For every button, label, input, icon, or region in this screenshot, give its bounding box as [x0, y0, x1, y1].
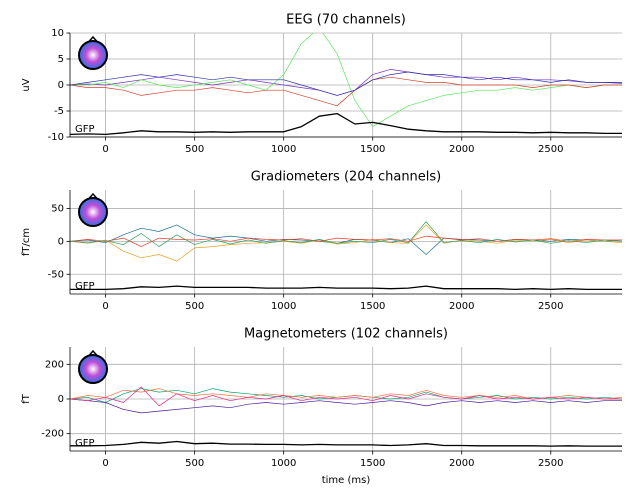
traces [70, 33, 622, 136]
y-axis-label: fT [21, 393, 32, 404]
sensor-head-nose [88, 192, 98, 199]
channel-line [70, 71, 622, 96]
traces [70, 221, 622, 291]
panel: Gradiometers (204 channels)fT/cm0 500 1000… [21, 170, 622, 312]
panel: EEG (70 channels) uV 0 500 1000 1500 2000 2500 -… [21, 13, 622, 155]
y-tick-label: 10 [51, 28, 64, 39]
x-tick-label: 1500 [360, 144, 385, 155]
x-tick-label: 1000 [271, 301, 296, 312]
gfp-label: GFP [75, 281, 95, 292]
chart-title: EEG (70 channels) [286, 13, 406, 28]
sensor-head-icon [78, 354, 108, 384]
x-tick-label: 2500 [538, 458, 563, 469]
x-tick-label: 1000 [271, 458, 296, 469]
y-axis-label: fT/cm [21, 228, 32, 256]
y-tick-label: -5 [54, 106, 64, 117]
y-tick-label: 0 [58, 236, 64, 247]
sensor-head-nose [88, 35, 98, 42]
x-tick-label: 1000 [271, 144, 296, 155]
sensor-head-icon [78, 40, 108, 70]
x-axis-label: time (ms) [322, 475, 371, 486]
x-tick-label: 0 [102, 301, 108, 312]
channel-line [70, 221, 622, 247]
gfp-line [70, 112, 622, 136]
channel-line [70, 33, 622, 127]
x-tick-label: 0 [102, 144, 108, 155]
gfp-label: GFP [75, 438, 95, 449]
panel: Magnetometers (102 channels) fT time (ms) 0… [21, 327, 622, 486]
x-tick-label: 0 [102, 458, 108, 469]
gfp-label: GFP [75, 124, 95, 135]
chart-title: Magnetometers (102 channels) [244, 327, 448, 342]
sensor-head-icon [78, 197, 108, 227]
chart-title: Gradiometers (204 channels) [251, 170, 442, 185]
channel-line [70, 235, 622, 247]
x-tick-label: 2000 [449, 458, 474, 469]
channel-line [70, 69, 622, 96]
channel-line [70, 76, 622, 107]
x-tick-label: 2500 [538, 144, 563, 155]
channel-line [70, 386, 622, 407]
y-tick-label: 5 [58, 54, 64, 65]
channel-line [70, 388, 622, 403]
x-tick-label: 1500 [360, 301, 385, 312]
channel-line [70, 388, 622, 400]
y-tick-label: -10 [48, 132, 64, 143]
gfp-line [70, 285, 622, 291]
channel-line [70, 398, 622, 414]
y-axis-label: uV [21, 78, 32, 91]
x-tick-label: 500 [185, 458, 204, 469]
traces [70, 386, 622, 447]
x-tick-label: 500 [185, 301, 204, 312]
y-tick-label: 0 [58, 394, 64, 405]
gfp-line [70, 440, 622, 447]
x-tick-label: 2000 [449, 301, 474, 312]
y-tick-label: 0 [58, 80, 64, 91]
y-tick-label: 200 [45, 359, 64, 370]
x-tick-label: 500 [185, 144, 204, 155]
y-tick-label: 50 [51, 203, 64, 214]
sensor-head-nose [88, 349, 98, 356]
y-tick-label: -200 [41, 429, 64, 440]
x-tick-label: 2500 [538, 301, 563, 312]
x-tick-label: 2000 [449, 144, 474, 155]
channel-line [70, 224, 622, 262]
x-tick-label: 1500 [360, 458, 385, 469]
y-tick-label: -50 [48, 269, 64, 280]
